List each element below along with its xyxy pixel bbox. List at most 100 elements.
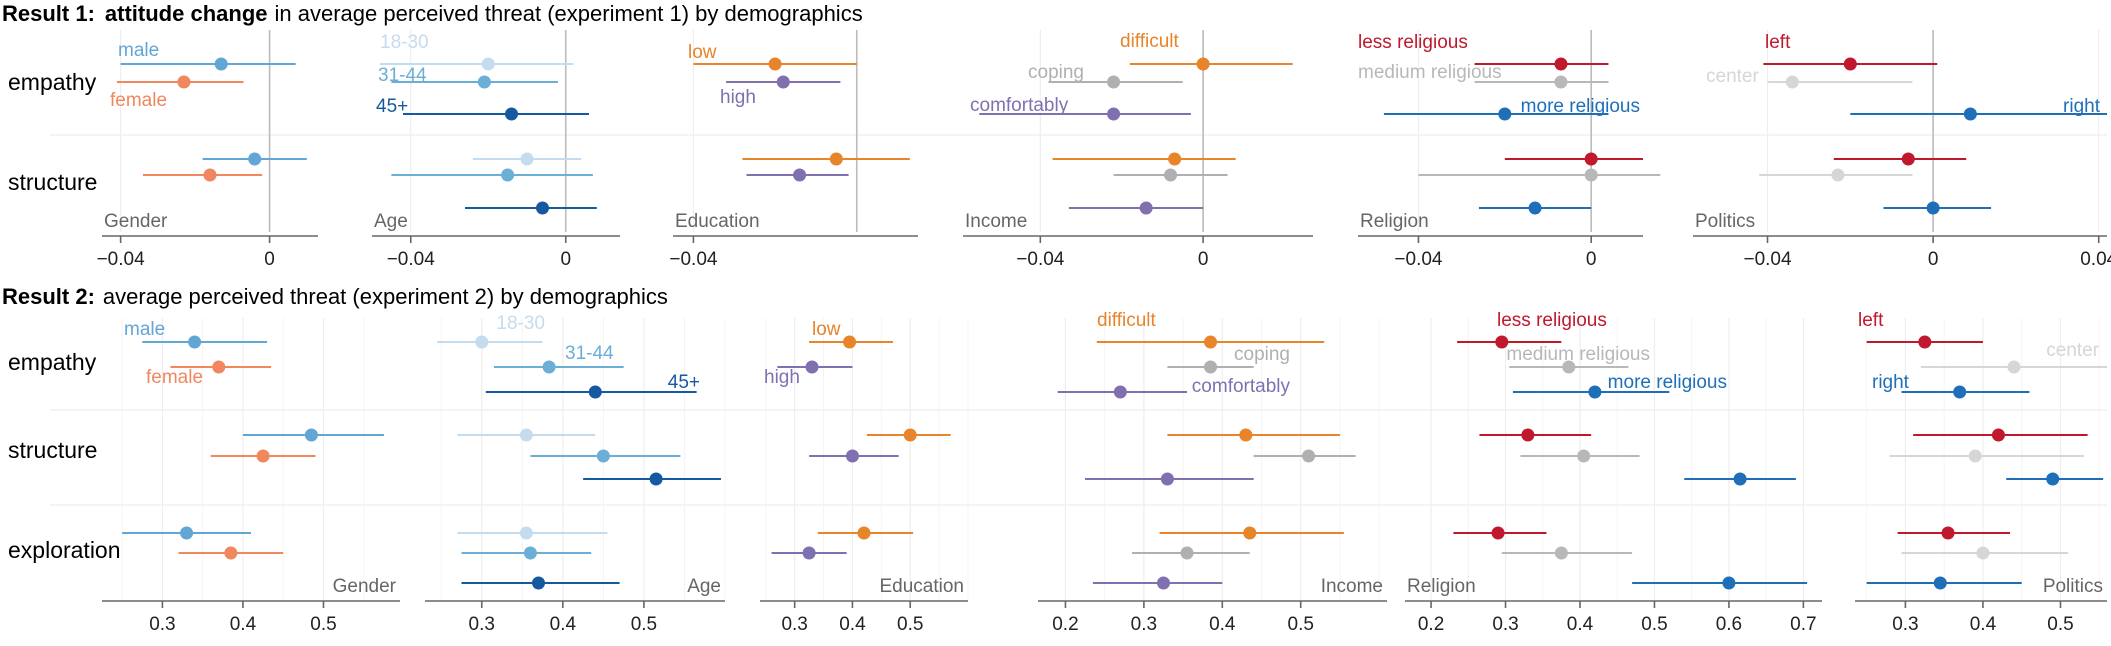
x-tick-label: −0.04 [1016,249,1065,270]
point-right-structure [1926,201,1940,215]
x-tick-label: 0.04 [2080,249,2111,270]
series-label-female: female [110,90,167,111]
point-18-30-empathy [481,57,495,71]
x-tick-label: 0.3 [1131,614,1157,635]
series-label-medium-religious: medium religious [1358,62,1502,83]
series-label-less-religious: less religious [1497,310,1607,331]
series-label-comfortably: comfortably [1192,376,1291,397]
series-label-male: male [118,40,159,61]
x-tick-label: 0.4 [839,614,866,635]
point-high-empathy [776,75,790,89]
point-left-structure [1901,152,1915,166]
point-45-structure [536,201,549,215]
x-tick-label: 0 [560,249,571,270]
result1-title-rest: in average perceived threat (experiment … [275,1,863,26]
panel-label-gender: Gender [333,576,397,597]
x-tick-label: 0.5 [1641,614,1667,635]
panel-religion: −0.04 0 Religion less religious medium relig… [1358,30,1661,270]
row-label-structure: structure [8,169,97,195]
point-45-exploration [532,576,546,590]
point-comfortably-empathy [1113,385,1127,399]
series-label-female: female [146,367,203,388]
series-label-coping: coping [1234,344,1290,365]
point-left-exploration [1941,526,1955,540]
x-tick-label: 0.4 [1209,614,1236,635]
point-center-structure [1968,449,1982,463]
point-female-structure [203,168,217,182]
x-tick-label: 0.5 [1288,614,1314,635]
series-label-high: high [764,367,800,388]
series-label-left: left [1765,32,1791,53]
point-right-empathy [1963,107,1977,121]
point-coping-empathy [1204,360,1218,374]
series-label-center: center [1706,66,1759,87]
result2-chart: empathy structure exploration 0.3 0.4 0.5 Gend… [8,310,2107,635]
panel-religion: 0.2 0.3 0.4 0.5 0.6 0.7 Religion less religious… [1405,310,1822,635]
panel-label-education: Education [879,576,964,597]
row-label-empathy: empathy [8,349,97,375]
x-tick-label: −0.04 [1743,249,1792,270]
x-tick-label: 0.5 [2047,614,2073,635]
charts-layer: empathy structure −0.04 0 Gender male female −0… [8,30,2111,635]
series-label-comfortably: comfortably [970,95,1069,116]
row-label-structure: structure [8,437,97,463]
series-label-more-religious: more religious [1521,96,1640,117]
result1-title-bold: attitude change [105,1,268,26]
point-more-religious-exploration [1722,576,1736,590]
x-tick-label: 0.3 [149,614,175,635]
panel-age: −0.04 0 Age 18-30 31-44 45+ [372,30,620,270]
point-less-religious-structure [1521,428,1535,442]
x-tick-label: −0.04 [387,249,436,270]
series-label-difficult: difficult [1120,31,1180,52]
x-tick-label: 0.3 [1492,614,1518,635]
point-45-empathy [588,385,602,399]
panel-label-religion: Religion [1407,576,1476,597]
x-tick-label: −0.04 [669,249,718,270]
point-coping-structure [1164,168,1178,182]
point-coping-empathy [1107,75,1121,89]
point-female-empathy [212,360,226,374]
series-label-low: low [688,42,717,63]
series-label-31-44: 31-44 [378,65,427,86]
point-more-religious-empathy [1588,385,1602,399]
point-less-religious-empathy [1495,335,1509,349]
panel-education: −0.04 Education low high [669,30,918,270]
point-high-structure [793,168,807,182]
point-less-religious-exploration [1491,526,1505,540]
point-18-30-empathy [475,335,489,349]
x-tick-label: 0.3 [469,614,495,635]
result2-title: Result 2: average perceived threat (exper… [2,284,668,309]
point-31-44-structure [501,168,515,182]
panel-gender: −0.04 0 Gender male female [97,30,318,270]
point-right-structure [2046,472,2060,486]
x-tick-label: 0.4 [550,614,577,635]
point-female-exploration [224,546,238,560]
point-low-empathy [843,335,857,349]
point-comfortably-empathy [1107,107,1121,121]
series-label-low: low [812,319,841,340]
series-label-31-44: 31-44 [565,343,614,364]
point-low-structure [829,152,843,166]
series-label-45: 45+ [668,372,700,393]
point-difficult-exploration [1243,526,1257,540]
point-male-empathy [188,335,202,349]
point-male-exploration [180,526,194,540]
point-more-religious-structure [1733,472,1747,486]
point-high-structure [845,449,859,463]
point-male-structure [248,152,262,166]
point-medium-religious-structure [1584,168,1598,182]
x-tick-label: 0.5 [897,614,923,635]
result1-title-prefix: Result 1: [2,1,95,26]
panel-label-age: Age [374,211,408,232]
series-label-medium-religious: medium religious [1506,344,1650,365]
x-tick-label: −0.04 [1394,249,1443,270]
point-comfortably-structure [1139,201,1153,215]
point-medium-religious-empathy [1562,360,1576,374]
point-more-religious-structure [1528,201,1542,215]
point-low-empathy [768,57,782,71]
x-tick-label: 0.7 [1790,614,1816,635]
point-male-empathy [214,57,228,71]
x-tick-label: 0.3 [1892,614,1918,635]
point-45-empathy [505,107,518,121]
panel-label-religion: Religion [1360,211,1429,232]
